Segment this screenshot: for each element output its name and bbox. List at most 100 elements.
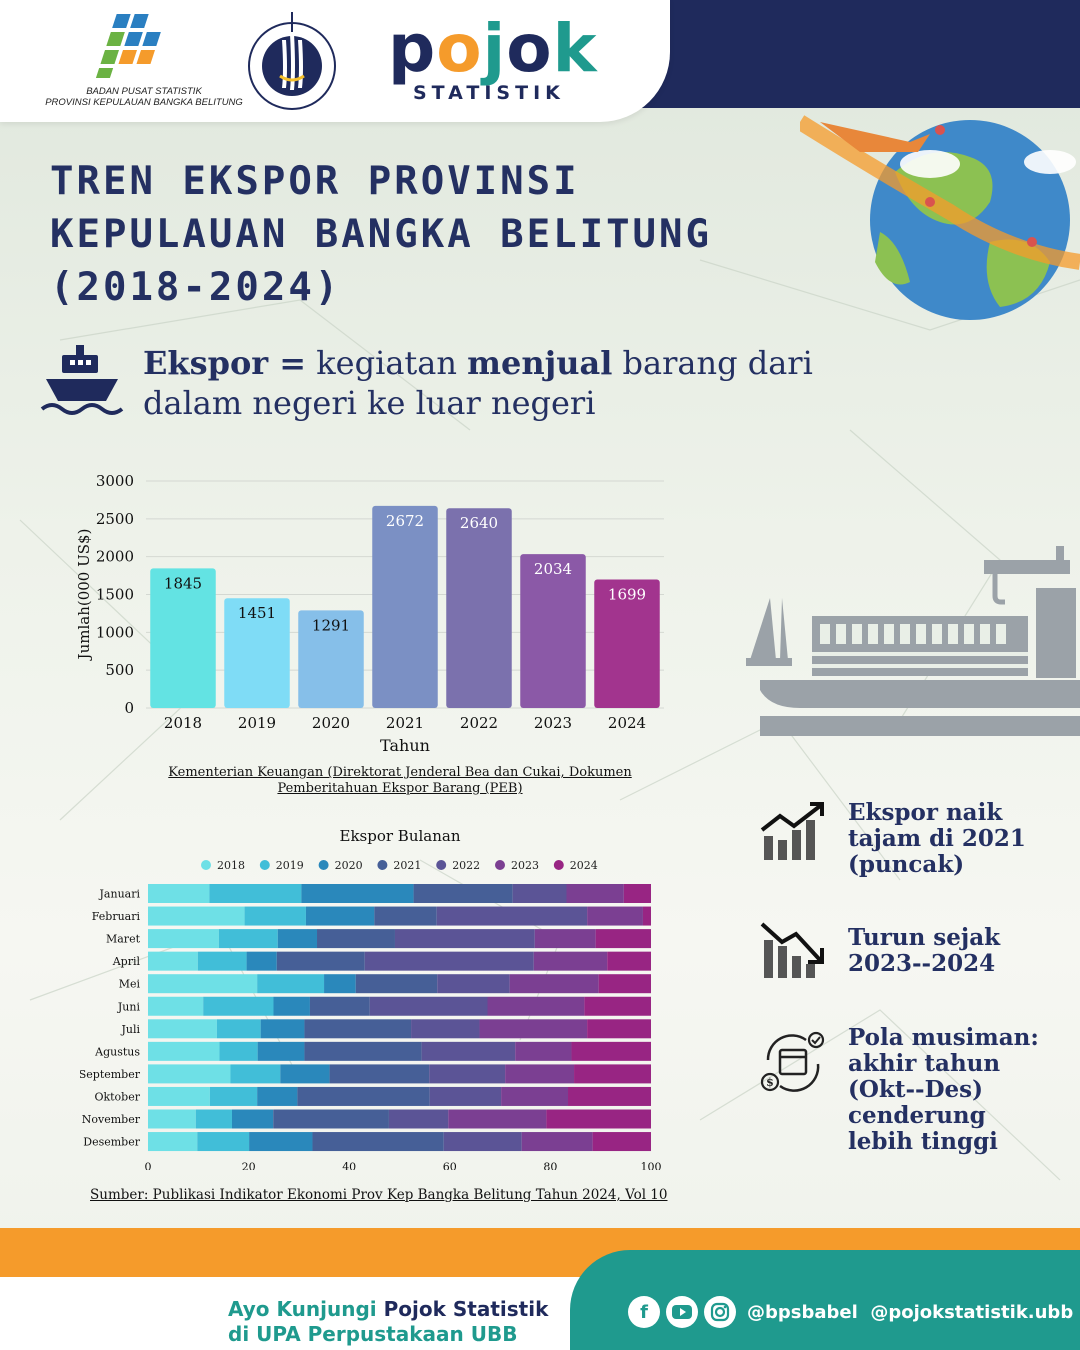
definition-term: Ekspor = (143, 344, 307, 382)
chart1-y-tick: 1000 (96, 623, 134, 641)
chart2-x-tick: 0 (145, 1161, 152, 1170)
chart2-segment-2024 (571, 1041, 651, 1061)
title-line-3: (2018-2024) (50, 265, 342, 310)
footer-line1-b: Pojok Statistik (383, 1297, 549, 1321)
chart2-segment-2023 (501, 1086, 569, 1106)
chart1-bar-2022 (446, 508, 512, 708)
chart2-segment-2019 (209, 884, 302, 903)
chart2-segment-2022 (364, 951, 534, 971)
chart2-segment-2018 (148, 996, 204, 1016)
chart1-x-tick: 2023 (534, 714, 572, 732)
chart2-legend-label: 2021 (393, 859, 421, 872)
chart2-x-tick: 100 (641, 1161, 662, 1170)
chart2-segment-2019 (216, 1019, 261, 1039)
handle-pojok[interactable]: @pojokstatistik.ubb (870, 1302, 1074, 1323)
chart2-segment-2020 (246, 951, 277, 971)
chart2-segment-2022 (388, 1109, 449, 1129)
chart2-segment-2024 (587, 1019, 651, 1039)
chart2-segment-2020 (232, 1109, 274, 1129)
chart1-bar-2023 (520, 554, 586, 708)
chart2-segment-2023 (534, 929, 596, 949)
social-icons: f (628, 1296, 736, 1328)
definition-bold-word: menjual (467, 344, 613, 382)
chart2-segment-2020 (280, 1064, 330, 1084)
chart2-x-tick: 20 (242, 1161, 256, 1170)
chart2-segment-2023 (487, 996, 585, 1016)
handle-bps[interactable]: @bpsbabel (747, 1302, 858, 1323)
chart1-source: Kementerian Keuangan (Direktorat Jendera… (168, 765, 632, 796)
chart1-x-tick: 2021 (386, 714, 424, 732)
chart2-segment-2022 (429, 1064, 506, 1084)
chart2-segment-2021 (413, 884, 513, 903)
chart2-x-tick: 80 (543, 1161, 557, 1170)
pojok-letter-k: k (552, 10, 598, 87)
chart2-segment-2018 (148, 1086, 210, 1106)
chart2-legend-swatch (495, 860, 505, 870)
chart2-segment-2023 (479, 1019, 588, 1039)
chart1-x-axis-label: Tahun (380, 736, 430, 755)
chart2-segment-2019 (197, 951, 247, 971)
chart1-bar-2024 (594, 579, 660, 708)
chart1-y-tick: 2500 (96, 510, 134, 528)
youtube-icon[interactable] (666, 1296, 698, 1328)
chart1-bar-2021 (372, 505, 438, 708)
chart1-data-label: 1451 (238, 604, 276, 622)
chart1-data-label: 2640 (460, 514, 498, 532)
annual-export-bar-chart: 1845 1451 1291 2672 2640 2034 1699 0 500 1000 150… (75, 472, 664, 755)
trend-down-icon (760, 922, 824, 978)
chart2-segment-2018 (148, 929, 219, 949)
chart2-segment-2024 (642, 906, 651, 926)
chart2-category-label: Maret (106, 933, 141, 946)
chart1-y-tick: 1500 (96, 586, 134, 604)
chart1-y-tick: 500 (105, 661, 134, 679)
chart2-segment-2019 (218, 929, 278, 949)
chart2-segment-2023 (515, 1041, 572, 1061)
pojok-letter-p: p (388, 10, 437, 87)
chart2-segment-2020 (277, 929, 318, 949)
chart2-segment-2022 (411, 1019, 480, 1039)
chart2-segment-2020 (324, 974, 356, 994)
chart1-data-label: 1845 (164, 574, 202, 592)
globe-airplane-illustration (800, 115, 1080, 320)
bps-name: BADAN PUSAT STATISTIK PROVINSI KEPULAUAN… (44, 86, 244, 108)
chart2-segment-2018 (148, 951, 198, 971)
chart2-segment-2024 (568, 1086, 651, 1106)
chart1-x-tick: 2020 (312, 714, 350, 732)
header-navy-band (600, 0, 1080, 108)
chart2-source: Sumber: Publikasi Indikator Ekonomi Prov… (90, 1187, 668, 1203)
chart2-category-label: Agustus (94, 1045, 140, 1058)
pojok-letter-j: j (482, 10, 507, 87)
chart2-segment-2020 (260, 1019, 305, 1039)
pojok-letter-o2: o (506, 10, 553, 87)
chart2-segment-2024 (584, 996, 651, 1016)
bps-name-line2: PROVINSI KEPULAUAN BANGKA BELITUNG (45, 97, 243, 108)
chart2-segment-2023 (509, 974, 599, 994)
definition-part1: kegiatan (306, 344, 468, 382)
facebook-icon[interactable]: f (628, 1296, 660, 1328)
chart2-segment-2018 (148, 1109, 196, 1129)
chart2-segment-2020 (273, 996, 310, 1016)
chart2-segment-2020 (257, 1041, 305, 1061)
chart2-legend-label: 2020 (335, 859, 363, 872)
footer-line1-a: Ayo Kunjungi (228, 1297, 384, 1321)
chart2-segment-2018 (148, 1019, 217, 1039)
pojok-letter-o: o (436, 10, 483, 87)
chart2-segment-2019 (230, 1064, 281, 1084)
chart2-category-label: Desember (83, 1136, 140, 1149)
chart2-legend-swatch (377, 860, 388, 870)
chart2-segment-2021 (329, 1064, 430, 1084)
chart2-segment-2018 (148, 1064, 231, 1084)
monthly-export-stacked-chart: Ekspor Bulanan 2018 2019 2020 2021 2022 2023 2… (80, 827, 662, 1170)
chart2-segment-2021 (304, 1041, 422, 1061)
chart2-segment-2022 (437, 974, 510, 994)
chart2-legend-swatch (553, 860, 564, 870)
footer-white-band (0, 1277, 640, 1350)
chart2-segment-2021 (297, 1086, 430, 1106)
chart1-data-label: 1291 (312, 616, 350, 634)
definition-line2: dalam negeri ke luar negeri (143, 384, 596, 422)
chart2-segment-2021 (317, 929, 395, 949)
definition-part2: barang dari (612, 344, 813, 382)
instagram-icon[interactable] (704, 1296, 736, 1328)
chart2-segment-2023 (521, 1132, 593, 1152)
chart1-x-tick: 2019 (238, 714, 276, 732)
